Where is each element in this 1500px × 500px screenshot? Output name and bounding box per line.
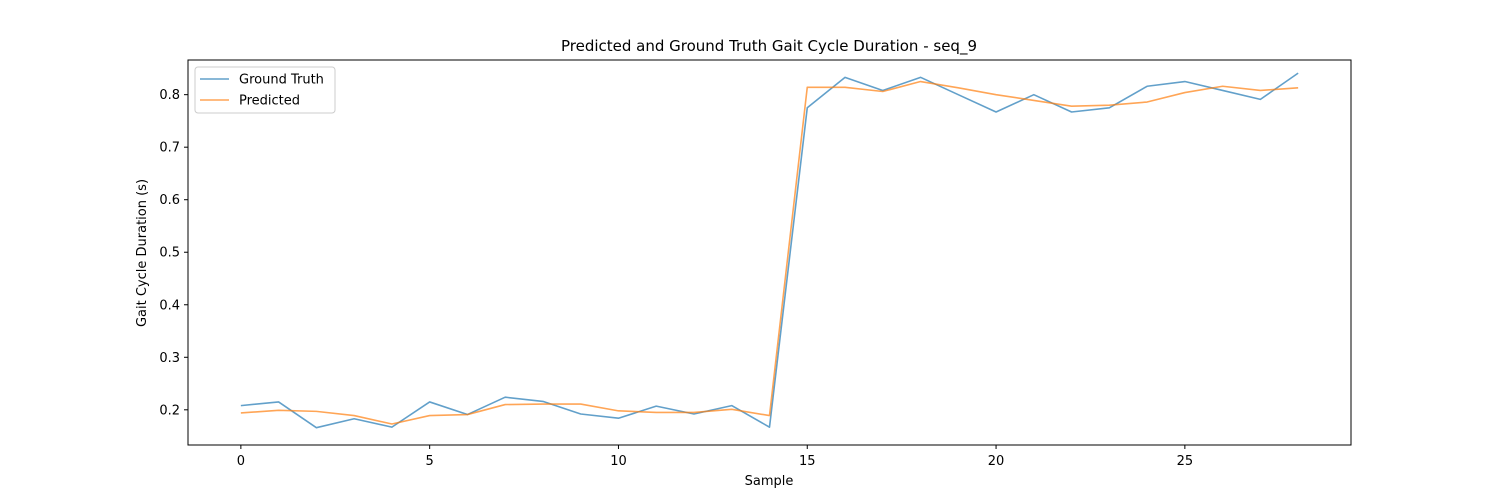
series-line-predicted <box>240 80 1299 425</box>
x-tick-label: 25 <box>1177 454 1194 469</box>
y-tick-label: 0.6 <box>159 193 180 208</box>
x-tick-label: 10 <box>610 454 627 469</box>
y-axis-label: Gait Cycle Duration (s) <box>135 179 150 327</box>
plot-area <box>240 72 1299 429</box>
series-line-ground-truth <box>240 72 1299 429</box>
x-tick-label: 0 <box>237 454 245 469</box>
legend-label: Predicted <box>239 94 300 109</box>
y-tick-label: 0.5 <box>159 246 180 261</box>
x-axis: 0 5 10 15 20 25 <box>237 445 1193 469</box>
legend: Ground Truth Predicted <box>194 66 336 114</box>
chart-title: Predicted and Ground Truth Gait Cycle Du… <box>561 37 977 56</box>
x-tick-label: 20 <box>988 454 1005 469</box>
y-tick-label: 0.7 <box>159 141 180 156</box>
axes-frame <box>187 59 1352 446</box>
y-tick-label: 0.8 <box>159 88 180 103</box>
legend-box <box>194 66 336 114</box>
y-tick-label: 0.4 <box>159 298 180 313</box>
y-tick-label: 0.3 <box>159 351 180 366</box>
y-axis: 0.2 0.3 0.4 0.5 0.6 0.7 0.8 <box>159 88 188 418</box>
x-axis-label: Sample <box>745 474 794 489</box>
x-tick-label: 5 <box>426 454 434 469</box>
x-tick-label: 15 <box>799 454 816 469</box>
legend-label: Ground Truth <box>239 73 324 88</box>
y-tick-label: 0.2 <box>159 403 180 418</box>
